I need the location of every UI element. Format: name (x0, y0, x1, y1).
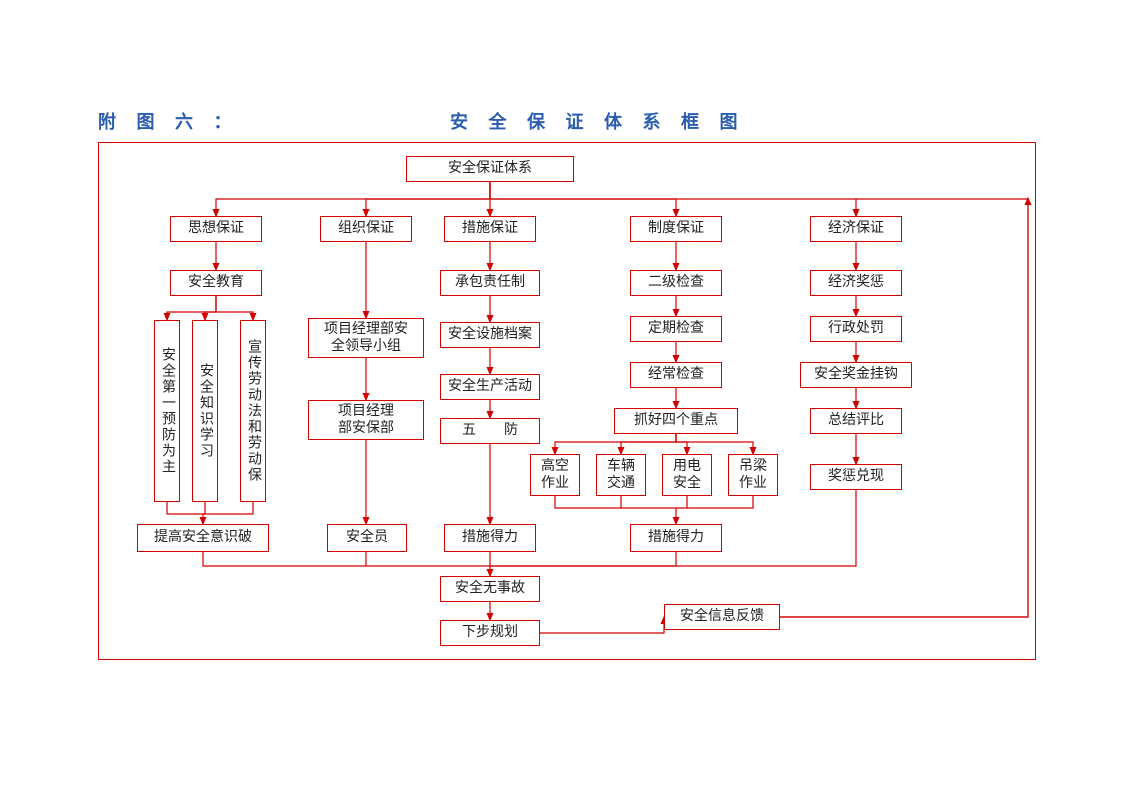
node-c3b: 安全设施档案 (440, 322, 540, 348)
node-c4b: 定期检查 (630, 316, 722, 342)
node-c4: 制度保证 (630, 216, 722, 242)
node-root: 安全保证体系 (406, 156, 574, 182)
node-c2b: 项目经理部安保部 (308, 400, 424, 440)
node-feedback: 安全信息反馈 (664, 604, 780, 630)
node-c1a: 安全教育 (170, 270, 262, 296)
node-c4s4: 吊梁作业 (728, 454, 778, 496)
node-c5: 经济保证 (810, 216, 902, 242)
node-c3: 措施保证 (444, 216, 536, 242)
node-c4e: 措施得力 (630, 524, 722, 552)
node-c4s2: 车辆交通 (596, 454, 646, 496)
node-c5b: 行政处罚 (810, 316, 902, 342)
node-c1v3: 宣传劳动法和劳动保 (240, 320, 266, 502)
node-c3c: 安全生产活动 (440, 374, 540, 400)
node-c1v2: 安全知识学习 (192, 320, 218, 502)
node-c1b: 提高安全意识破 (137, 524, 269, 552)
node-c4s3: 用电安全 (662, 454, 712, 496)
node-c1v1: 安全第一预防为主 (154, 320, 180, 502)
title-right: 安 全 保 证 体 系 框 图 (450, 108, 746, 134)
node-c4d: 抓好四个重点 (614, 408, 738, 434)
node-c5e: 奖惩兑现 (810, 464, 902, 490)
node-c1: 思想保证 (170, 216, 262, 242)
title-left: 附 图 六 ： (98, 108, 240, 134)
node-c5c: 安全奖金挂钩 (800, 362, 912, 388)
node-c3a: 承包责任制 (440, 270, 540, 296)
node-c3e: 措施得力 (444, 524, 536, 552)
node-next: 下步规划 (440, 620, 540, 646)
node-c5d: 总结评比 (810, 408, 902, 434)
node-c4s1: 高空作业 (530, 454, 580, 496)
node-c4c: 经常检查 (630, 362, 722, 388)
node-c4a: 二级检查 (630, 270, 722, 296)
node-c5a: 经济奖惩 (810, 270, 902, 296)
node-c2a: 项目经理部安全领导小组 (308, 318, 424, 358)
node-c3d: 五 防 (440, 418, 540, 444)
node-c2c: 安全员 (327, 524, 407, 552)
node-safe: 安全无事故 (440, 576, 540, 602)
node-c2: 组织保证 (320, 216, 412, 242)
